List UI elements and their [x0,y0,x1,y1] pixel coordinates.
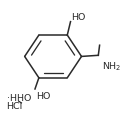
Text: ·HHO: ·HHO [7,93,31,102]
Text: HO: HO [71,12,86,21]
Text: HCl: HCl [7,101,23,110]
Text: HO: HO [36,91,50,100]
Text: NH$_2$: NH$_2$ [102,60,121,73]
